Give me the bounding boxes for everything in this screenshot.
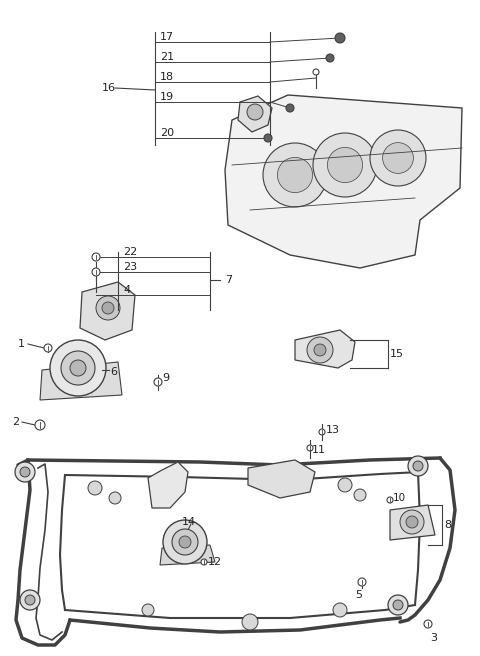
Circle shape	[406, 516, 418, 528]
Circle shape	[264, 134, 272, 142]
Circle shape	[307, 337, 333, 363]
Text: 3: 3	[430, 633, 437, 643]
Circle shape	[335, 33, 345, 43]
Text: 22: 22	[123, 247, 137, 257]
Circle shape	[201, 559, 207, 565]
Circle shape	[92, 253, 100, 261]
Circle shape	[388, 595, 408, 615]
Circle shape	[142, 604, 154, 616]
Text: 9: 9	[162, 373, 169, 383]
Circle shape	[154, 378, 162, 386]
Circle shape	[326, 54, 334, 62]
Circle shape	[20, 467, 30, 477]
Polygon shape	[148, 462, 188, 508]
Circle shape	[400, 510, 424, 534]
Circle shape	[424, 620, 432, 628]
Circle shape	[354, 489, 366, 501]
Text: 18: 18	[160, 72, 174, 82]
Text: 23: 23	[123, 262, 137, 272]
Text: 16: 16	[102, 83, 116, 93]
Circle shape	[179, 536, 191, 548]
Text: 11: 11	[312, 445, 326, 455]
Circle shape	[172, 529, 198, 555]
Text: 7: 7	[225, 275, 232, 285]
Circle shape	[393, 600, 403, 610]
Circle shape	[247, 104, 263, 120]
Circle shape	[163, 520, 207, 564]
Circle shape	[109, 492, 121, 504]
Polygon shape	[295, 330, 355, 368]
Circle shape	[313, 69, 319, 75]
Polygon shape	[390, 505, 435, 540]
Text: 15: 15	[390, 349, 404, 359]
Text: 8: 8	[444, 520, 451, 530]
Text: 20: 20	[160, 128, 174, 138]
Circle shape	[319, 429, 325, 435]
Circle shape	[413, 461, 423, 471]
Text: 5: 5	[355, 590, 362, 600]
Polygon shape	[238, 96, 272, 132]
Text: 13: 13	[326, 425, 340, 435]
Circle shape	[44, 344, 52, 352]
Circle shape	[242, 614, 258, 630]
Circle shape	[327, 148, 362, 182]
Circle shape	[408, 456, 428, 476]
Polygon shape	[80, 282, 135, 340]
Circle shape	[15, 462, 35, 482]
Circle shape	[338, 478, 352, 492]
Polygon shape	[225, 95, 462, 268]
Circle shape	[96, 296, 120, 320]
Text: 17: 17	[160, 32, 174, 42]
Text: 19: 19	[160, 92, 174, 102]
Polygon shape	[248, 460, 315, 498]
Circle shape	[25, 595, 35, 605]
Circle shape	[333, 603, 347, 617]
Circle shape	[263, 143, 327, 207]
Polygon shape	[40, 362, 122, 400]
Text: 4: 4	[123, 285, 130, 295]
Circle shape	[314, 344, 326, 356]
Circle shape	[88, 481, 102, 495]
Circle shape	[35, 420, 45, 430]
Text: 2: 2	[12, 417, 19, 427]
Circle shape	[358, 578, 366, 586]
Circle shape	[50, 340, 106, 396]
Circle shape	[102, 302, 114, 314]
Text: 21: 21	[160, 52, 174, 62]
Circle shape	[70, 360, 86, 376]
Text: 6: 6	[110, 367, 117, 377]
Polygon shape	[160, 545, 215, 565]
Text: 1: 1	[18, 339, 25, 349]
Circle shape	[370, 130, 426, 186]
Circle shape	[61, 351, 95, 385]
Circle shape	[286, 104, 294, 112]
Text: 14: 14	[182, 517, 196, 527]
Circle shape	[307, 445, 313, 451]
Text: 12: 12	[208, 557, 222, 567]
Circle shape	[383, 142, 413, 173]
Circle shape	[277, 157, 312, 193]
Circle shape	[92, 268, 100, 276]
Text: 10: 10	[393, 493, 406, 503]
Circle shape	[387, 497, 393, 503]
Circle shape	[313, 133, 377, 197]
Circle shape	[20, 590, 40, 610]
